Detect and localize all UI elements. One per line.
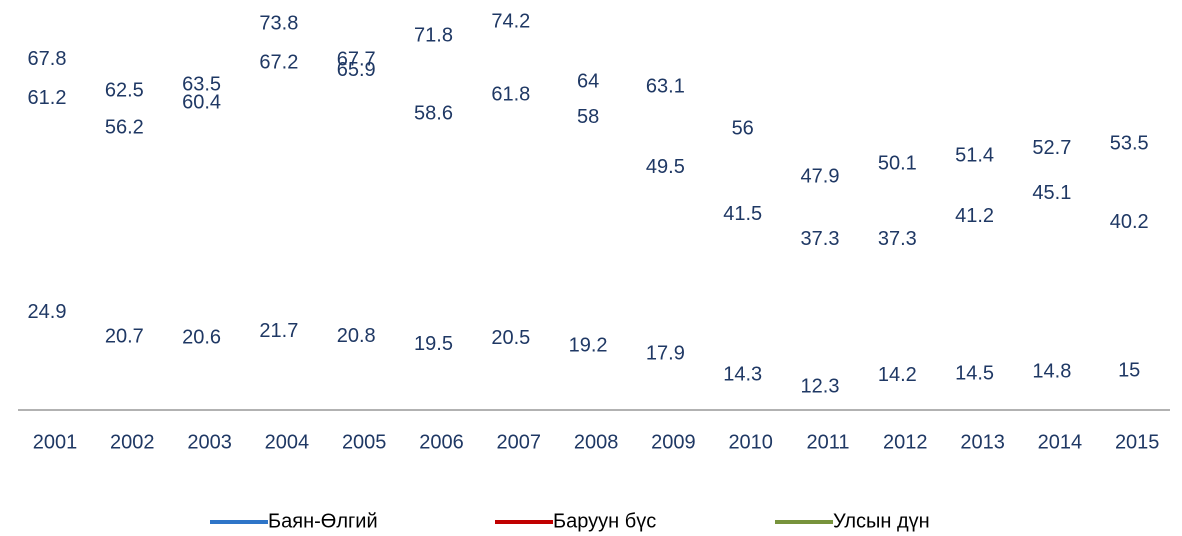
- data-label: 14.8: [1032, 361, 1071, 383]
- data-label: 71.8: [414, 24, 453, 46]
- data-label: 62.5: [105, 79, 144, 101]
- x-tick-label: 2005: [342, 431, 387, 453]
- data-label: 58.6: [414, 102, 453, 124]
- data-label: 14.5: [955, 362, 994, 384]
- data-label: 14.3: [723, 363, 762, 385]
- data-label: 14.2: [878, 364, 917, 386]
- x-tick-label: 2015: [1115, 431, 1160, 453]
- x-tick-label: 2009: [651, 431, 696, 453]
- data-label: 63.1: [646, 76, 685, 98]
- x-tick-label: 2013: [960, 431, 1005, 453]
- x-tick-label: 2004: [265, 431, 310, 453]
- data-label: 21.7: [259, 320, 298, 342]
- data-label: 41.5: [723, 203, 762, 225]
- x-tick-label: 2008: [574, 431, 619, 453]
- data-label: 12.3: [801, 375, 840, 397]
- data-label: 41.2: [955, 205, 994, 227]
- data-label: 50.1: [878, 152, 917, 174]
- data-label: 64: [577, 70, 599, 92]
- data-label: 20.8: [337, 325, 376, 347]
- legend-label: Баруун бүс: [553, 510, 656, 532]
- x-tick-label: 2002: [110, 431, 155, 453]
- x-tick-label: 2003: [187, 431, 232, 453]
- data-label: 63.5: [182, 73, 221, 95]
- data-label: 51.4: [955, 145, 994, 167]
- data-label: 67.7: [337, 49, 376, 71]
- data-label: 47.9: [801, 165, 840, 187]
- data-label: 19.2: [569, 335, 608, 357]
- data-label: 15: [1118, 359, 1140, 381]
- data-label: 20.6: [182, 326, 221, 348]
- x-tick-label: 2010: [728, 431, 773, 453]
- x-tick-label: 2001: [33, 431, 78, 453]
- data-label: 56.2: [105, 116, 144, 138]
- data-label: 20.5: [491, 327, 530, 349]
- legend-label: Баян-Өлгий: [268, 510, 378, 532]
- data-label: 19.5: [414, 333, 453, 355]
- data-label: 17.9: [646, 342, 685, 364]
- data-label: 61.8: [491, 83, 530, 105]
- x-tick-label: 2007: [497, 431, 542, 453]
- legend-label: Улсын дүн: [833, 510, 930, 532]
- data-label: 61.2: [28, 87, 67, 109]
- data-label: 45.1: [1032, 182, 1071, 204]
- x-tick-label: 2014: [1038, 431, 1083, 453]
- data-label: 60.4: [182, 92, 221, 114]
- x-tick-label: 2011: [806, 431, 849, 453]
- data-label: 74.2: [491, 10, 530, 32]
- data-label: 67.8: [28, 48, 67, 70]
- data-label: 65.9: [337, 59, 376, 81]
- data-label: 56: [732, 118, 754, 140]
- x-tick-label: 2006: [419, 431, 464, 453]
- x-tick-label: 2012: [883, 431, 928, 453]
- data-label: 53.5: [1110, 132, 1149, 154]
- data-label: 24.9: [28, 301, 67, 323]
- data-label: 40.2: [1110, 211, 1149, 233]
- data-label: 67.2: [259, 52, 298, 74]
- data-label: 58: [577, 106, 599, 128]
- data-label: 52.7: [1032, 137, 1071, 159]
- data-label: 49.5: [646, 156, 685, 178]
- data-label: 73.8: [259, 13, 298, 35]
- data-label: 20.7: [105, 326, 144, 348]
- data-label: 37.3: [801, 228, 840, 250]
- data-label: 37.3: [878, 228, 917, 250]
